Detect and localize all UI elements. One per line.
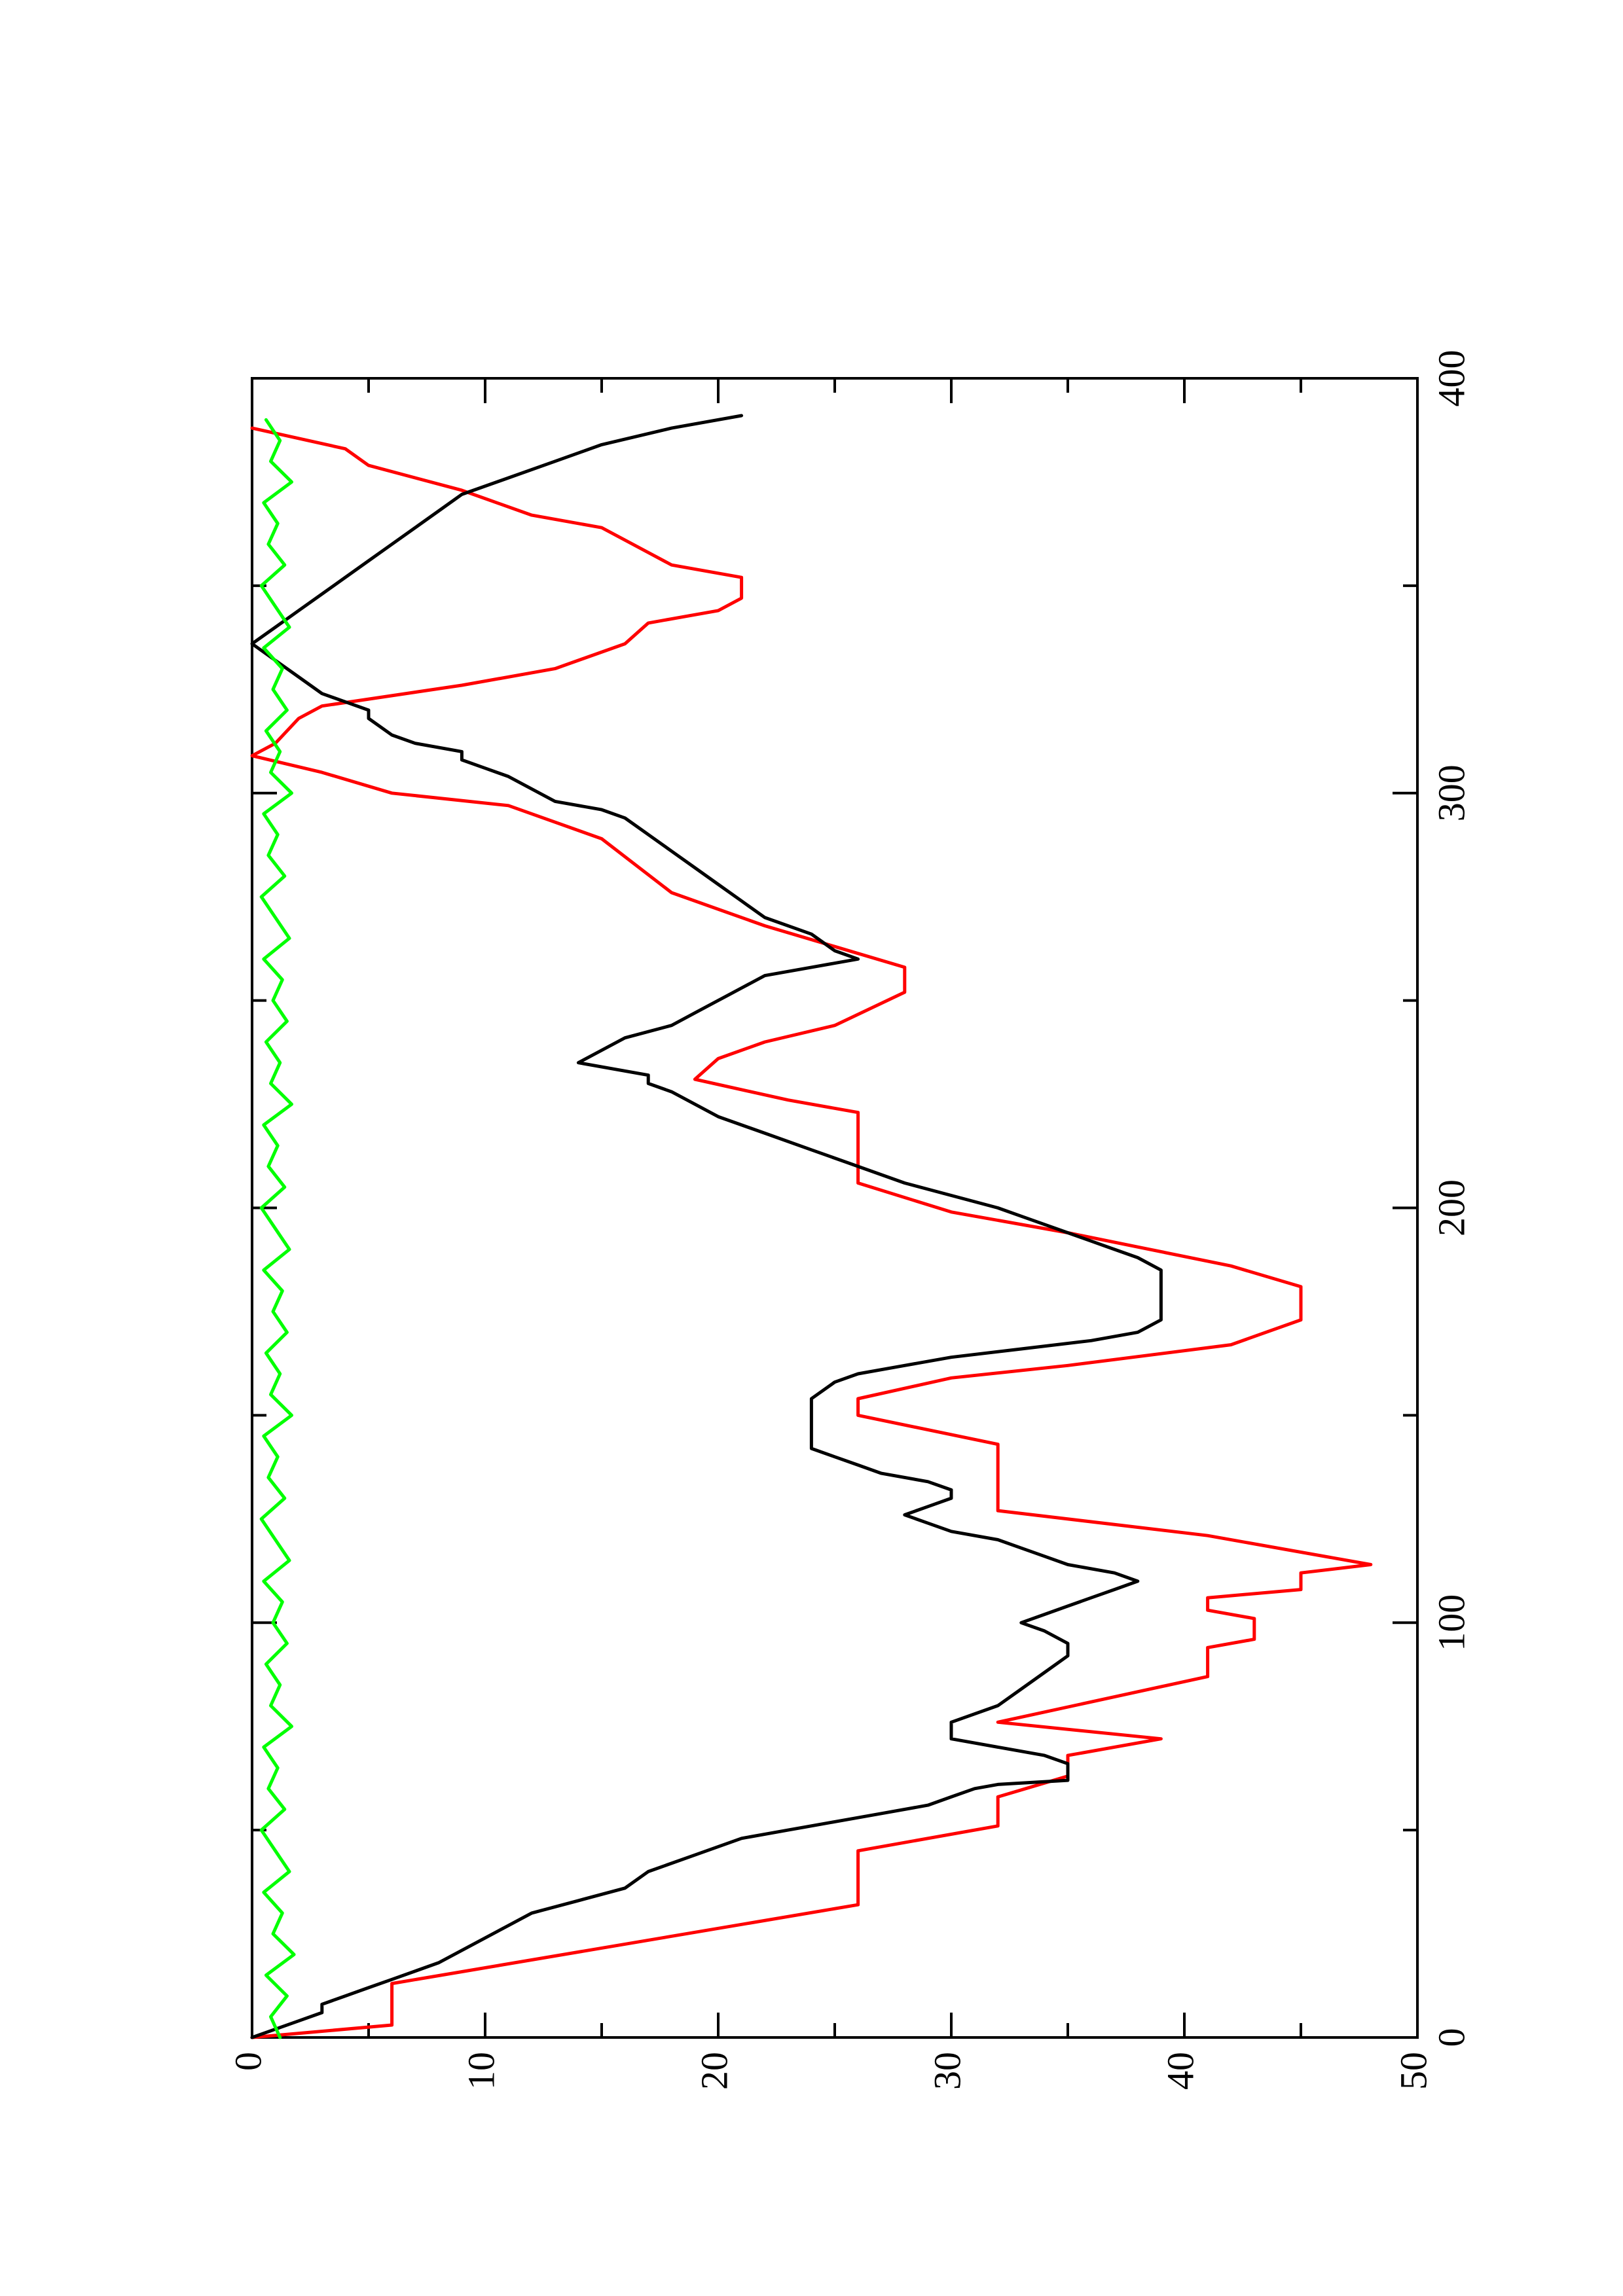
series-line-2 (250, 414, 1163, 2039)
y-tick-label: 30 (926, 2052, 968, 2090)
x-tick-label: 0 (1430, 2028, 1472, 2047)
axis-ticks (251, 377, 1419, 2039)
series-line-3 (259, 418, 296, 2039)
y-tick-label: 50 (1392, 2052, 1434, 2090)
series-line-1 (250, 426, 1373, 2039)
y-tick-label: 20 (693, 2052, 735, 2090)
y-tick-label: 40 (1159, 2052, 1201, 2090)
x-tick-label: 400 (1430, 350, 1472, 407)
y-tick-label: 10 (460, 2052, 502, 2090)
x-tick-label: 200 (1430, 1179, 1472, 1236)
plot-frame (251, 377, 1419, 2039)
tick-labels: 0 100 200 300 400 0 10 20 30 40 50 (227, 350, 1472, 2090)
series-layer (250, 414, 1373, 2039)
x-tick-label: 300 (1430, 764, 1472, 821)
y-tick-label: 0 (227, 2052, 269, 2071)
x-tick-label: 100 (1430, 1594, 1472, 1651)
